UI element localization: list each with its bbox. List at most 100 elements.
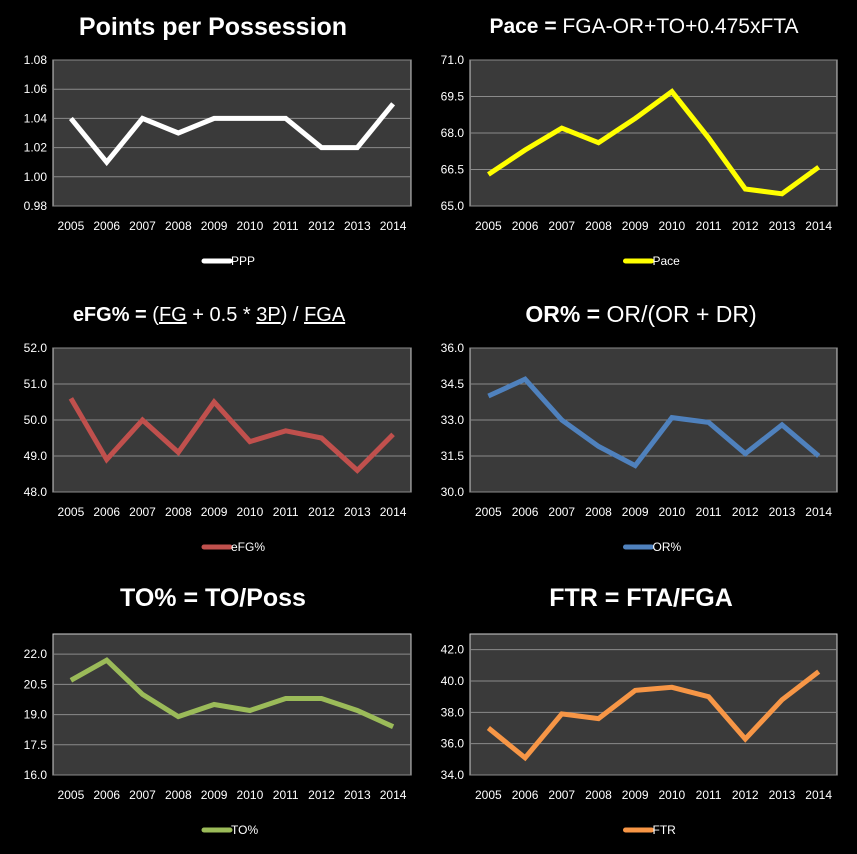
legend-label: Pace — [653, 254, 681, 268]
legend-label: PPP — [231, 254, 255, 268]
x-tick-label: 2009 — [622, 788, 649, 802]
y-tick-label: 1.08 — [24, 53, 48, 67]
x-tick-label: 2014 — [380, 788, 407, 802]
x-tick-label: 2011 — [273, 788, 299, 802]
chart-title: eFG% = (FG + 0.5 * 3P) / FGA — [73, 304, 346, 326]
legend-label: TO% — [231, 823, 258, 837]
chart-panel-ftr: 34.0 36.0 38.0 40.0 42.0 2005 2006 2007 2008 2009… — [428, 568, 856, 852]
x-tick-label: 2008 — [165, 505, 192, 519]
y-tick-label: 51.0 — [24, 377, 48, 391]
y-tick-label: 34.5 — [441, 377, 465, 391]
or-chart: 30.0 31.5 33.0 34.5 36.0 2005 2006 2007 2008 2009… — [441, 301, 838, 554]
plot-area — [52, 633, 412, 776]
x-tick-label: 2013 — [344, 788, 371, 802]
series-line — [486, 669, 821, 762]
x-tick-label: 2010 — [658, 788, 685, 802]
x-tick-label: 2010 — [237, 788, 264, 802]
x-tick-label: 2010 — [237, 219, 264, 233]
y-tick-label: 34.0 — [441, 768, 465, 782]
y-tick-label: 33.0 — [441, 413, 465, 427]
series-line — [68, 397, 395, 474]
y-tick-label: 1.06 — [24, 82, 48, 96]
y-tick-label: 31.5 — [441, 449, 465, 463]
x-tick-label: 2008 — [585, 505, 612, 519]
series-line — [487, 376, 821, 469]
x-tick-label: 2012 — [732, 219, 759, 233]
x-tick-label: 2006 — [93, 219, 120, 233]
x-tick-label: 2010 — [658, 219, 685, 233]
y-tick-label: 1.02 — [24, 141, 48, 155]
efg-chart: 48.0 49.0 50.0 51.0 52.0 2005 2006 2007 2008 2009… — [24, 304, 412, 554]
y-tick-label: 0.98 — [24, 199, 48, 213]
chart-title: Pace = FGA-OR+TO+0.475xFTA — [489, 15, 798, 38]
y-tick-label: 50.0 — [24, 413, 48, 427]
x-tick-label: 2008 — [585, 219, 612, 233]
ppp-chart: 0.98 1.00 1.02 1.04 1.06 1.08 2005 2006 2007 2008… — [24, 13, 412, 268]
x-tick-label: 2013 — [769, 219, 796, 233]
plot-area — [469, 633, 838, 776]
x-tick-label: 2014 — [805, 505, 832, 519]
x-tick-label: 2011 — [273, 505, 299, 519]
x-tick-label: 2005 — [475, 219, 502, 233]
chart-title: Points per Possession — [79, 13, 347, 41]
x-tick-label: 2007 — [548, 505, 575, 519]
x-tick-label: 2006 — [512, 788, 539, 802]
x-tick-label: 2006 — [93, 788, 120, 802]
chart-title: FTR = FTA/FGA — [549, 584, 733, 612]
y-tick-label: 66.5 — [441, 163, 465, 177]
x-tick-label: 2012 — [732, 505, 759, 519]
y-tick-label: 19.0 — [24, 708, 48, 722]
x-tick-label: 2012 — [308, 505, 335, 519]
legend-label: FTR — [653, 823, 677, 837]
y-tick-label: 71.0 — [441, 53, 465, 67]
x-tick-label: 2006 — [512, 219, 539, 233]
x-tick-label: 2009 — [622, 505, 649, 519]
chart-panel-ppp: 0.98 1.00 1.02 1.04 1.06 1.08 2005 2006 2007 2008… — [0, 0, 428, 284]
x-tick-label: 2014 — [380, 505, 407, 519]
x-tick-label: 2008 — [165, 788, 192, 802]
plot-area — [52, 59, 412, 207]
x-tick-label: 2009 — [622, 219, 649, 233]
x-tick-label: 2007 — [548, 219, 575, 233]
series-line — [69, 657, 395, 729]
chart-panel-efg: 48.0 49.0 50.0 51.0 52.0 2005 2006 2007 2008 2009… — [0, 284, 428, 568]
x-tick-label: 2011 — [696, 505, 722, 519]
x-tick-label: 2005 — [58, 219, 85, 233]
x-tick-label: 2010 — [237, 505, 264, 519]
y-tick-label: 1.04 — [24, 111, 48, 125]
y-tick-label: 40.0 — [441, 674, 465, 688]
series-line — [68, 102, 396, 167]
x-tick-label: 2012 — [308, 788, 335, 802]
x-tick-label: 2014 — [380, 219, 407, 233]
y-tick-label: 52.0 — [24, 341, 48, 355]
x-tick-label: 2013 — [769, 505, 796, 519]
y-tick-label: 36.0 — [441, 341, 465, 355]
x-tick-label: 2011 — [696, 219, 722, 233]
x-tick-label: 2013 — [344, 219, 371, 233]
pace-chart: 65.0 66.5 68.0 69.5 71.0 2005 2006 2007 2008 2009… — [441, 15, 838, 268]
x-tick-label: 2005 — [475, 505, 502, 519]
x-tick-label: 2007 — [129, 505, 156, 519]
chart-panel-to: 16.0 17.5 19.0 20.5 22.0 2005 2006 2007 2008 2009… — [0, 568, 428, 852]
x-tick-label: 2006 — [512, 505, 539, 519]
x-tick-label: 2005 — [58, 788, 85, 802]
chart-panel-pace: 65.0 66.5 68.0 69.5 71.0 2005 2006 2007 2008 2009… — [428, 0, 856, 284]
ftr-chart: 34.0 36.0 38.0 40.0 42.0 2005 2006 2007 2008 2009… — [441, 584, 838, 837]
y-tick-label: 38.0 — [441, 705, 465, 719]
x-tick-label: 2013 — [769, 788, 796, 802]
y-tick-label: 17.5 — [24, 738, 48, 752]
y-tick-label: 49.0 — [24, 449, 48, 463]
y-tick-label: 16.0 — [24, 768, 48, 782]
to-chart: 16.0 17.5 19.0 20.5 22.0 2005 2006 2007 2008 2009… — [24, 584, 412, 837]
y-tick-label: 69.5 — [441, 90, 465, 104]
x-tick-label: 2005 — [58, 505, 85, 519]
y-tick-label: 22.0 — [24, 647, 48, 661]
chart-panel-or: 30.0 31.5 33.0 34.5 36.0 2005 2006 2007 2008 2009… — [428, 284, 856, 568]
chart-title: OR% = OR/(OR + DR) — [525, 301, 756, 327]
x-tick-label: 2009 — [201, 788, 228, 802]
y-tick-label: 36.0 — [441, 737, 465, 751]
x-tick-label: 2008 — [165, 219, 192, 233]
y-tick-label: 20.5 — [24, 677, 48, 691]
legend-label: eFG% — [231, 540, 265, 554]
y-tick-label: 42.0 — [441, 643, 465, 657]
